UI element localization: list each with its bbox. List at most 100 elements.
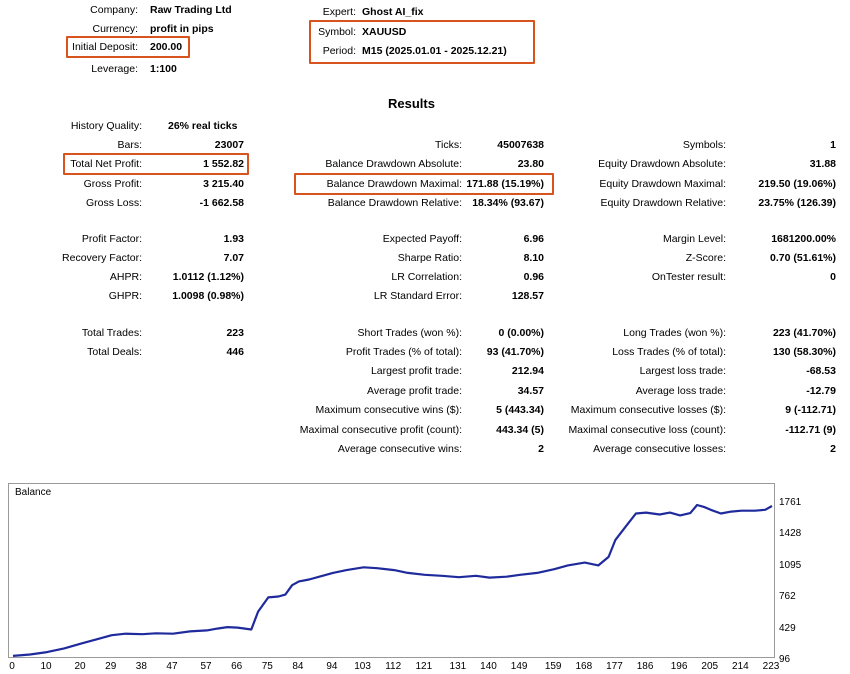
company-value: Raw Trading Ltd [150, 4, 232, 16]
x-tick-label: 177 [606, 661, 623, 672]
x-tick-label: 186 [636, 661, 654, 672]
x-tick-label: 66 [231, 661, 243, 672]
balance-chart-svg [12, 503, 773, 657]
x-tick-label: 84 [292, 661, 304, 672]
symbols-value: 1 [830, 139, 836, 151]
x-tick-label: 0 [9, 661, 15, 672]
recovery-factor-value: 7.07 [223, 252, 244, 264]
largest-profit-trade-label: Largest profit trade: [370, 365, 462, 377]
balance-chart-panel: Balance [8, 483, 775, 658]
margin-level-value: 1681200.00% [771, 233, 836, 245]
equity-dd-relative-value: 23.75% (126.39) [758, 197, 836, 209]
x-tick-label: 94 [326, 661, 338, 672]
x-tick-label: 205 [701, 661, 719, 672]
x-tick-label: 38 [135, 661, 147, 672]
maximal-consecutive-loss-label: Maximal consecutive loss (count): [568, 424, 726, 436]
balance-dd-maximal-value: 171.88 (15.19%) [466, 178, 544, 190]
ghpr-label: GHPR: [108, 290, 142, 302]
ontester-result-label: OnTester result: [651, 271, 726, 283]
gross-profit-label: Gross Profit: [83, 178, 142, 190]
largest-profit-trade-value: 212.94 [511, 365, 544, 377]
largest-loss-trade-value: -68.53 [806, 365, 836, 377]
x-tick-label: 29 [105, 661, 117, 672]
z-score-value: 0.70 (51.61%) [770, 252, 836, 264]
equity-dd-absolute-value: 31.88 [809, 158, 836, 170]
initial-deposit-label: Initial Deposit: [72, 41, 138, 53]
ghpr-value: 1.0098 (0.98%) [172, 290, 244, 302]
bars-value: 23007 [214, 139, 244, 151]
total-net-profit-label: Total Net Profit: [70, 158, 142, 170]
profit-trades-label: Profit Trades (% of total): [345, 346, 462, 358]
maximal-consecutive-profit-label: Maximal consecutive profit (count): [299, 424, 462, 436]
gross-loss-value: -1 662.58 [199, 197, 244, 209]
equity-dd-relative-label: Equity Drawdown Relative: [600, 197, 726, 209]
x-tick-label: 10 [40, 661, 52, 672]
max-consecutive-losses-label: Maximum consecutive losses ($): [570, 404, 726, 416]
largest-loss-trade-label: Largest loss trade: [639, 365, 726, 377]
sharpe-ratio-value: 8.10 [523, 252, 544, 264]
margin-level-label: Margin Level: [662, 233, 726, 245]
symbol-period-highlight [309, 20, 535, 64]
x-tick-label: 57 [200, 661, 212, 672]
lr-correlation-label: LR Correlation: [391, 271, 462, 283]
equity-dd-maximal-label: Equity Drawdown Maximal: [599, 178, 726, 190]
sharpe-ratio-label: Sharpe Ratio: [397, 252, 462, 264]
x-tick-label: 223 [762, 661, 780, 672]
short-trades-value: 0 (0.00%) [498, 327, 544, 339]
average-loss-trade-label: Average loss trade: [635, 385, 726, 397]
equity-dd-maximal-value: 219.50 (19.06%) [758, 178, 836, 190]
loss-trades-value: 130 (58.30%) [772, 346, 836, 358]
lr-correlation-value: 0.96 [523, 271, 544, 283]
gross-profit-value: 3 215.40 [203, 178, 244, 190]
x-tick-label: 168 [575, 661, 593, 672]
maximal-consecutive-profit-value: 443.34 (5) [496, 424, 544, 436]
expected-payoff-value: 6.96 [523, 233, 544, 245]
max-consecutive-wins-label: Maximum consecutive wins ($): [315, 404, 462, 416]
short-trades-label: Short Trades (won %): [357, 327, 462, 339]
gross-loss-label: Gross Loss: [85, 197, 142, 209]
bars-label: Bars: [117, 139, 142, 151]
ahpr-label: AHPR: [109, 271, 142, 283]
x-tick-label: 103 [354, 661, 371, 672]
x-tick-label: 196 [670, 661, 688, 672]
balance-dd-absolute-value: 23.80 [517, 158, 544, 170]
loss-trades-label: Loss Trades (% of total): [612, 346, 726, 358]
maximal-consecutive-loss-value: -112.71 (9) [785, 424, 836, 436]
x-tick-label: 20 [74, 661, 86, 672]
initial-deposit-value: 200.00 [150, 41, 183, 53]
profit-factor-value: 1.93 [223, 233, 244, 245]
period-value: M15 (2025.01.01 - 2025.12.21) [362, 45, 507, 57]
balance-dd-relative-label: Balance Drawdown Relative: [327, 197, 462, 209]
z-score-label: Z-Score: [685, 252, 726, 264]
y-tick-label: 762 [779, 591, 796, 603]
x-tick-label: 75 [261, 661, 273, 672]
ticks-label: Ticks: [434, 139, 462, 151]
chart-title: Balance [15, 487, 52, 498]
history-quality-value: 26% real ticks [168, 120, 238, 132]
profit-factor-label: Profit Factor: [81, 233, 142, 245]
average-consecutive-losses-value: 2 [830, 443, 836, 455]
expert-value: Ghost AI_fix [362, 6, 424, 18]
total-deals-label: Total Deals: [87, 346, 142, 358]
x-tick-label: 121 [415, 661, 433, 672]
total-deals-value: 446 [226, 346, 244, 358]
balance-dd-relative-value: 18.34% (93.67) [472, 197, 544, 209]
x-tick-label: 131 [449, 661, 467, 672]
average-profit-trade-label: Average profit trade: [367, 385, 462, 397]
profit-trades-value: 93 (41.70%) [486, 346, 544, 358]
total-net-profit-value: 1 552.82 [203, 158, 244, 170]
average-consecutive-wins-value: 2 [538, 443, 544, 455]
ontester-result-value: 0 [830, 271, 836, 283]
y-tick-label: 1761 [779, 497, 802, 508]
x-tick-label: 214 [732, 661, 749, 672]
max-consecutive-wins-value: 5 (443.34) [496, 404, 544, 416]
total-trades-label: Total Trades: [81, 327, 142, 339]
recovery-factor-label: Recovery Factor: [62, 252, 142, 264]
history-quality-label: History Quality: [70, 120, 142, 132]
y-tick-label: 96 [779, 654, 791, 665]
net-profit-highlight [63, 153, 249, 175]
expected-payoff-label: Expected Payoff: [382, 233, 462, 245]
leverage-value: 1:100 [150, 63, 177, 75]
equity-dd-absolute-label: Equity Drawdown Absolute: [598, 158, 726, 170]
average-consecutive-losses-label: Average consecutive losses: [593, 443, 726, 455]
